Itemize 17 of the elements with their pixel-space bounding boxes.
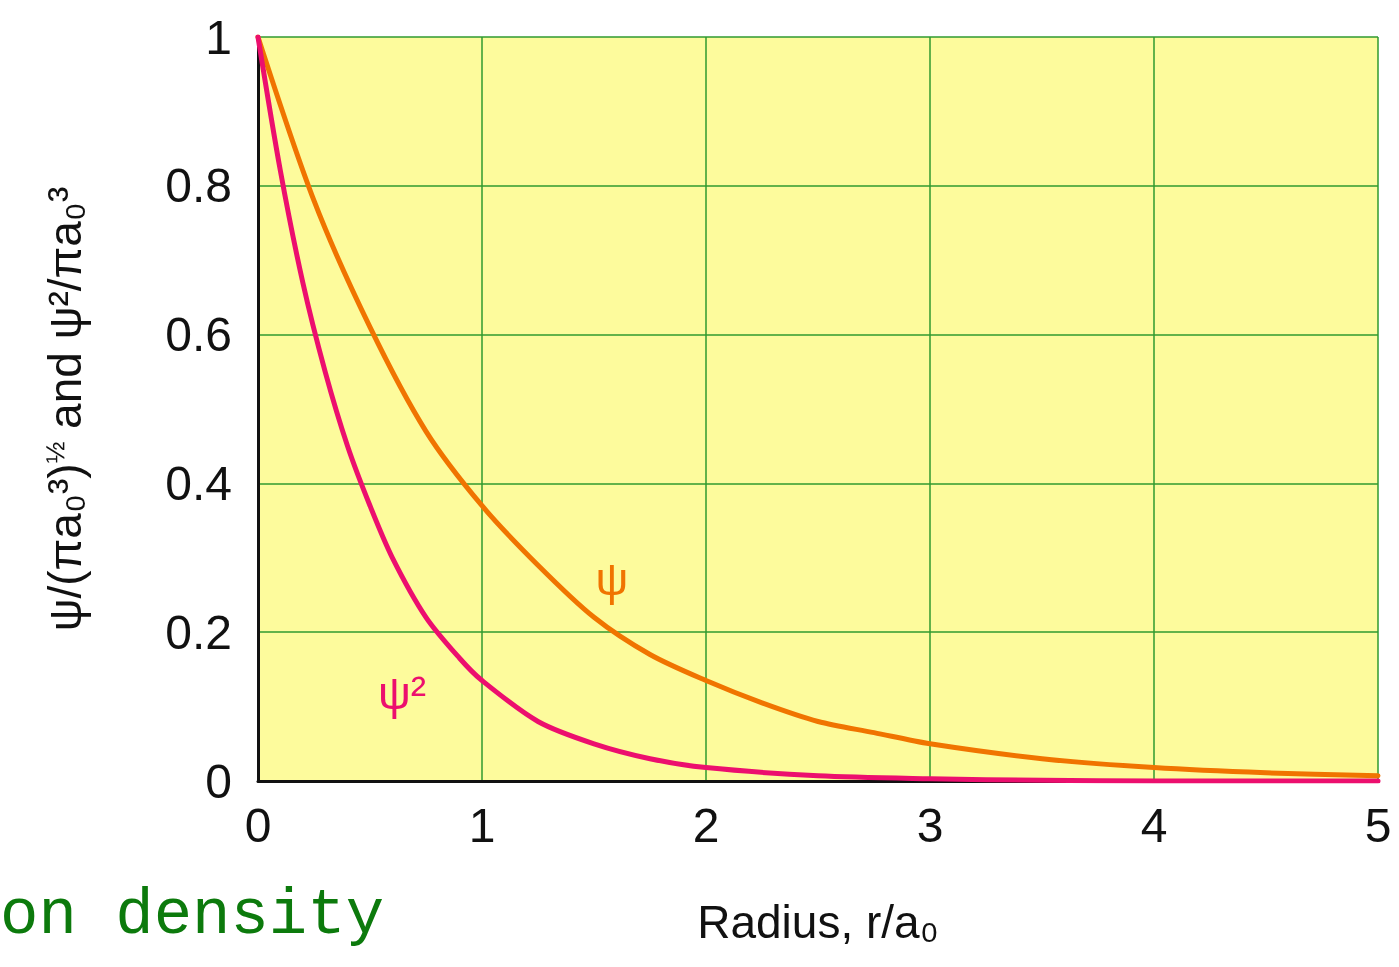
text: on density (0, 880, 385, 952)
y-tick-label: 1 (205, 10, 232, 64)
y-tick-label: 0.2 (165, 605, 232, 659)
x-tick-label: 4 (1140, 798, 1168, 852)
x-tick-label: 0 (244, 798, 272, 852)
x-axis-title: Radius, r/a₀ (697, 896, 939, 948)
series-label: ψ² (377, 666, 427, 719)
y-tick-label: 0.8 (165, 159, 232, 213)
y-tick-label: 0.6 (165, 308, 232, 362)
x-tick-label: 3 (916, 798, 944, 852)
x-tick-label: 1 (468, 798, 496, 852)
x-tick-label: 5 (1364, 798, 1392, 852)
x-tick-label: 2 (692, 798, 720, 852)
y-tick-label: 0.4 (165, 456, 232, 510)
series-label: ψ (595, 553, 629, 606)
y-axis-title: ψ/(πa₀³)½ and ψ²/πa₀³ (39, 186, 91, 632)
y-tick-label: 0 (205, 754, 232, 808)
